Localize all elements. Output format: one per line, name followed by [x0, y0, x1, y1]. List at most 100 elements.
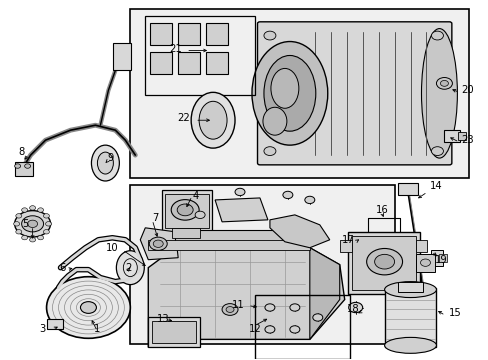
- Circle shape: [264, 304, 274, 311]
- Bar: [152, 321, 196, 343]
- Text: 13: 13: [157, 314, 169, 324]
- Bar: [46, 319, 62, 329]
- Circle shape: [222, 303, 238, 315]
- Circle shape: [264, 147, 275, 156]
- Bar: [415, 254, 435, 272]
- Bar: [205, 23, 227, 45]
- Text: 16: 16: [375, 205, 388, 215]
- Bar: [254, 294, 349, 359]
- Circle shape: [43, 230, 49, 234]
- Bar: [415, 240, 427, 252]
- Text: 15: 15: [447, 309, 460, 319]
- Bar: [444, 130, 459, 142]
- Bar: [397, 282, 423, 292]
- Text: 2: 2: [125, 263, 131, 273]
- Circle shape: [430, 147, 443, 156]
- Circle shape: [38, 235, 43, 240]
- Text: 22: 22: [177, 113, 190, 123]
- Bar: [205, 53, 227, 75]
- Bar: [339, 240, 351, 252]
- Bar: [351, 236, 415, 289]
- Text: 11: 11: [232, 300, 244, 310]
- Ellipse shape: [264, 55, 315, 131]
- Polygon shape: [148, 248, 344, 347]
- Circle shape: [304, 196, 314, 204]
- Circle shape: [171, 199, 199, 220]
- Bar: [439, 254, 447, 262]
- Text: 6: 6: [59, 263, 65, 273]
- Ellipse shape: [251, 41, 327, 145]
- Circle shape: [348, 302, 362, 312]
- Circle shape: [289, 304, 299, 311]
- Ellipse shape: [97, 152, 113, 174]
- Bar: [148, 240, 309, 250]
- Bar: [130, 185, 394, 345]
- Bar: [347, 232, 419, 293]
- Polygon shape: [215, 198, 267, 222]
- Text: 1: 1: [94, 324, 101, 334]
- Bar: [148, 318, 200, 347]
- Bar: [15, 162, 33, 176]
- Circle shape: [14, 222, 20, 226]
- Circle shape: [46, 277, 130, 338]
- Bar: [150, 23, 172, 45]
- Text: 19: 19: [433, 255, 447, 265]
- Bar: [178, 53, 200, 75]
- Text: 20: 20: [461, 85, 473, 95]
- Text: 9: 9: [107, 153, 113, 163]
- Circle shape: [45, 222, 51, 226]
- Circle shape: [374, 255, 394, 269]
- Polygon shape: [140, 228, 178, 260]
- Circle shape: [30, 206, 36, 210]
- Polygon shape: [269, 215, 329, 248]
- Bar: [150, 53, 172, 75]
- Bar: [145, 15, 254, 95]
- Polygon shape: [175, 230, 309, 248]
- Bar: [162, 190, 212, 232]
- Text: 18: 18: [346, 305, 359, 315]
- Text: 8: 8: [19, 147, 24, 157]
- Circle shape: [283, 191, 292, 199]
- Ellipse shape: [191, 92, 235, 148]
- Circle shape: [30, 238, 36, 242]
- Ellipse shape: [263, 107, 286, 135]
- Circle shape: [16, 214, 22, 218]
- Circle shape: [43, 214, 49, 218]
- Bar: [165, 194, 209, 228]
- Circle shape: [15, 211, 50, 237]
- Circle shape: [366, 248, 402, 275]
- Circle shape: [27, 220, 38, 228]
- Circle shape: [430, 31, 443, 40]
- Text: 7: 7: [152, 213, 158, 223]
- Ellipse shape: [270, 68, 298, 108]
- Circle shape: [312, 314, 322, 321]
- Circle shape: [16, 230, 22, 234]
- Circle shape: [177, 204, 193, 216]
- Circle shape: [81, 302, 96, 313]
- Bar: [172, 228, 200, 238]
- Circle shape: [153, 240, 163, 247]
- Circle shape: [24, 164, 31, 168]
- Bar: [384, 288, 436, 347]
- Circle shape: [21, 235, 27, 240]
- Circle shape: [195, 211, 204, 219]
- Circle shape: [21, 208, 27, 212]
- Circle shape: [21, 216, 43, 232]
- Circle shape: [235, 188, 244, 195]
- Text: 17: 17: [341, 235, 354, 245]
- Text: 3: 3: [40, 324, 45, 334]
- Ellipse shape: [116, 251, 144, 285]
- Circle shape: [264, 31, 275, 40]
- Circle shape: [440, 80, 447, 86]
- Text: 14: 14: [428, 181, 441, 191]
- Polygon shape: [309, 248, 339, 339]
- FancyBboxPatch shape: [257, 22, 451, 165]
- Text: 21: 21: [169, 44, 182, 54]
- Text: 5: 5: [22, 219, 29, 229]
- Text: 12: 12: [248, 324, 261, 334]
- Circle shape: [420, 259, 429, 266]
- Circle shape: [38, 208, 43, 212]
- Ellipse shape: [199, 101, 226, 139]
- Bar: [113, 42, 131, 71]
- Circle shape: [436, 77, 451, 89]
